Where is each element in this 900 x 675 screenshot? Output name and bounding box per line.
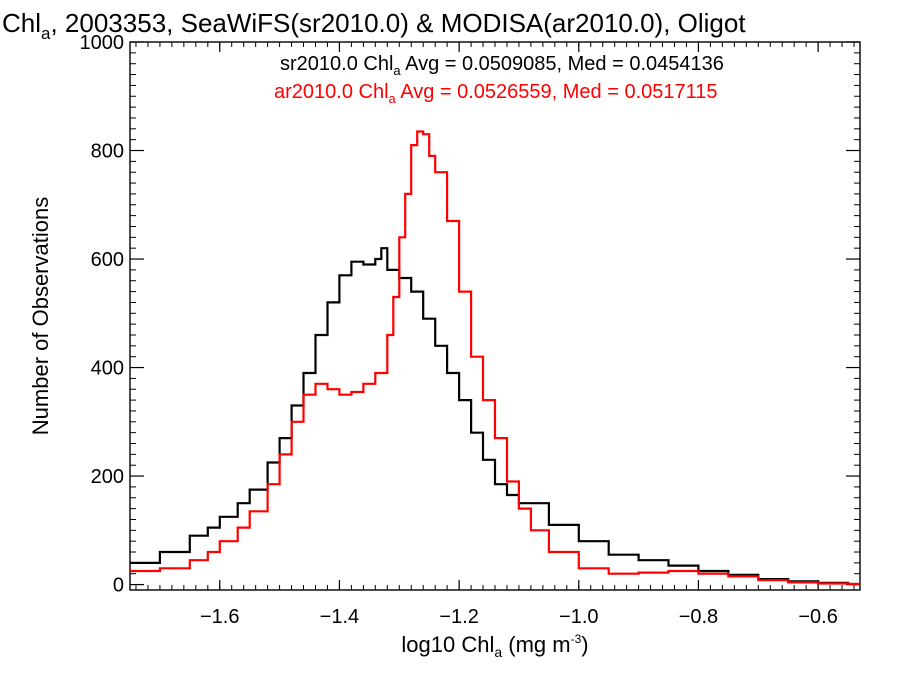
- legend-entry-sr2010: sr2010.0 Chla Avg = 0.0509085, Med = 0.0…: [280, 53, 724, 78]
- x-axis-label: log10 Chla (mg m-3): [401, 632, 588, 660]
- x-tick-label: −0.6: [798, 606, 837, 628]
- y-tick-label: 400: [91, 358, 124, 380]
- x-tick-label: −1.4: [320, 606, 359, 628]
- y-tick-label: 200: [91, 466, 124, 488]
- y-axis: 0 200 400 600 800 1000: [80, 32, 860, 597]
- series-line-ar2010-0: [130, 130, 860, 586]
- y-tick-label: 600: [91, 249, 124, 271]
- y-axis-label: Number of Observations: [28, 197, 53, 435]
- legend-entry-ar2010: ar2010.0 Chla Avg = 0.0526559, Med = 0.0…: [274, 81, 718, 106]
- series-layer: [130, 130, 860, 586]
- legend: sr2010.0 Chla Avg = 0.0509085, Med = 0.0…: [274, 53, 724, 106]
- x-tick-label: −1.0: [559, 606, 598, 628]
- x-tick-label: −0.8: [679, 606, 718, 628]
- title-subscript: a: [41, 24, 51, 43]
- y-tick-label: 0: [113, 575, 124, 597]
- plot-area: [129, 41, 861, 591]
- x-axis: −1.6 −1.4 −1.2 −1.0 −0.8 −0.6: [135, 42, 855, 628]
- x-tick-label: −1.2: [439, 606, 478, 628]
- series-line-sr2010-0: [130, 247, 860, 586]
- y-tick-label: 800: [91, 141, 124, 163]
- x-tick-label: −1.6: [200, 606, 239, 628]
- y-tick-label: 1000: [80, 32, 125, 54]
- chart-title: Chla, 2003353, SeaWiFS(sr2010.0) & MODIS…: [2, 8, 746, 43]
